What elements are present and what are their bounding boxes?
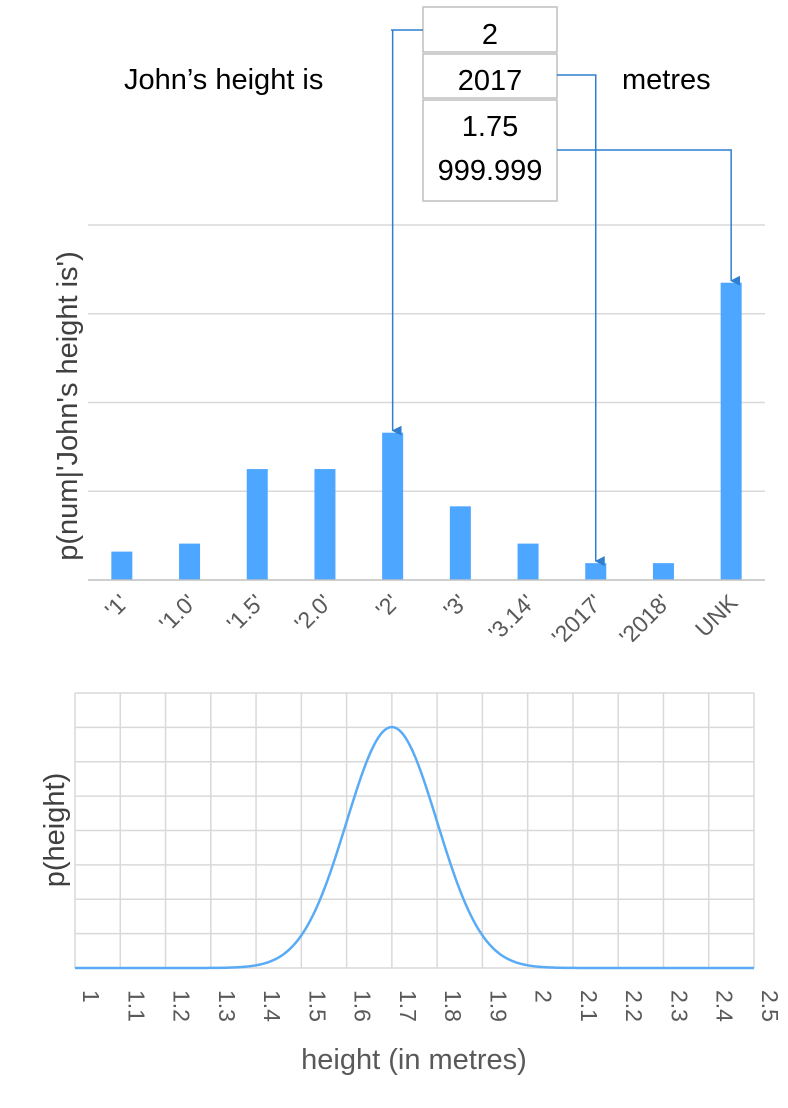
line-tick-label: 2.3 [666,990,692,1022]
bar-chart: '1' '1.0' '1.5' '2.0' '2' '3' '3.14' '2017' '201… [52,224,765,650]
bar [179,543,201,580]
bar-chart-tick-labels: '1' '1.0' '1.5' '2.0' '2' '3' '3.14' '2017' '201… [100,589,743,650]
bar-tick-label: '3' [438,589,472,623]
candidate-2017: 2017 [458,65,523,97]
height-density-curve [75,725,754,970]
bar-chart-gridlines [88,224,765,492]
bar [449,506,471,580]
bar-tick-label: '2' [371,589,405,623]
bar-tick-label: '1' [100,589,134,623]
bar [585,563,607,580]
line-tick-label: 1.1 [123,990,149,1022]
line-tick-label: 2 [531,990,557,1003]
line-tick-label: 1.6 [350,990,376,1022]
bar [246,469,268,580]
line-chart-x-axis-label: height (in metres) [301,1044,527,1076]
bar [720,282,742,580]
bar-chart-y-axis-label: p(num|'John's height is') [52,251,84,560]
sentence-suffix: metres [622,64,711,96]
line-tick-label: 1.3 [214,990,240,1022]
line-tick-label: 1.2 [169,990,195,1022]
bar-chart-bars [111,282,742,580]
candidate-arrow [557,74,605,567]
bar-tick-label: '1.5' [222,589,269,636]
line-tick-label: 1.9 [485,990,511,1022]
candidate-arrows [391,29,741,567]
bar [652,563,674,580]
bar-tick-label: '3.14' [483,589,539,645]
line-tick-label: 2.2 [621,990,647,1022]
line-tick-label: 1.8 [440,990,466,1022]
bar-tick-label: '2018' [614,589,675,650]
sentence-prefix: John’s height is [124,64,323,96]
candidate-1-75: 1.75 [462,111,518,143]
candidate-box-list: 2 2017 1.75 999.999 [422,6,558,202]
line-chart: 1 1.1 1.2 1.3 1.4 1.5 1.6 1.7 1.8 1.9 2 2.1 2.2 2.3 2.… [39,692,783,1076]
line-tick-label: 1 [78,990,104,1003]
bar [314,469,336,580]
line-tick-label: 1.5 [304,990,330,1022]
line-tick-label: 2.1 [576,990,602,1022]
candidate-2: 2 [482,19,498,51]
candidate-arrow [391,29,423,436]
candidate-999-999: 999.999 [438,155,543,187]
candidate-arrow [557,149,741,286]
line-tick-label: 1.4 [259,990,285,1022]
bar-tick-label: '2017' [547,589,608,650]
candidate-box-1 [422,6,558,53]
bar [382,432,404,580]
bar [517,543,539,580]
candidate-box-2 [422,53,558,99]
line-tick-label: 2.4 [712,990,738,1022]
bar-tick-label: '2.0' [289,589,336,636]
line-chart-gridlines [74,692,755,969]
candidate-box-3 [422,99,558,202]
line-tick-label: 2.5 [757,990,783,1022]
bar-tick-label: UNK [690,589,743,642]
line-tick-label: 1.7 [395,990,421,1022]
line-chart-tick-labels: 1 1.1 1.2 1.3 1.4 1.5 1.6 1.7 1.8 1.9 2 2.1 2.2 2.3 2.… [78,990,783,1022]
line-chart-y-axis-label: p(height) [39,773,71,887]
bar [111,551,133,580]
bar-tick-label: '1.0' [154,589,201,636]
